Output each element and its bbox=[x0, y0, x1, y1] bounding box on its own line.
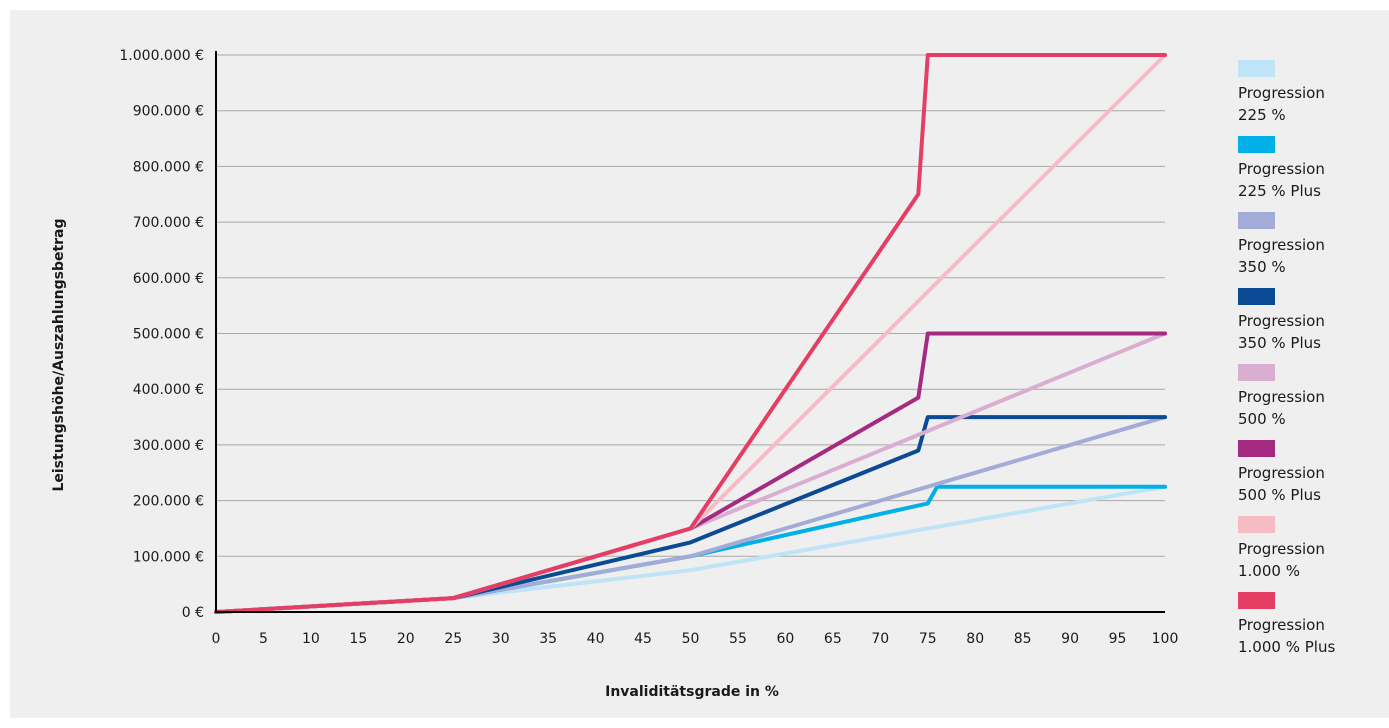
legend-swatch bbox=[1238, 440, 1275, 457]
legend-item: Progression 350 % bbox=[1238, 212, 1388, 288]
series-line bbox=[214, 484, 1167, 614]
series-line bbox=[214, 415, 1167, 614]
series-line bbox=[214, 484, 1167, 614]
x-tick-label: 5 bbox=[259, 631, 268, 647]
legend-label: Progression 1.000 % bbox=[1238, 540, 1325, 580]
y-tick-label: 600.000 € bbox=[133, 271, 204, 287]
legend-label: Progression 500 % bbox=[1238, 388, 1325, 428]
legend: Progression 225 % Progression 225 % Plus P… bbox=[1238, 60, 1388, 668]
series-lines bbox=[214, 53, 1167, 614]
legend-label: Progression 350 % Plus bbox=[1238, 312, 1325, 352]
x-tick-label: 90 bbox=[1061, 631, 1079, 647]
x-tick-label: 80 bbox=[966, 631, 984, 647]
legend-item: Progression 225 % bbox=[1238, 60, 1388, 136]
x-tick-label: 0 bbox=[212, 631, 221, 647]
x-tick-label: 50 bbox=[682, 631, 700, 647]
series-line bbox=[214, 53, 1167, 614]
y-tick-label: 100.000 € bbox=[133, 549, 204, 565]
x-tick-label: 55 bbox=[729, 631, 747, 647]
x-tick-label: 75 bbox=[919, 631, 937, 647]
x-tick-label: 45 bbox=[634, 631, 652, 647]
legend-swatch bbox=[1238, 364, 1275, 381]
y-tick-label: 400.000 € bbox=[133, 382, 204, 398]
y-tick-label: 800.000 € bbox=[133, 159, 204, 175]
series-line bbox=[214, 415, 1167, 614]
y-tick-label: 200.000 € bbox=[133, 494, 204, 510]
x-tick-label: 15 bbox=[349, 631, 367, 647]
legend-swatch bbox=[1238, 516, 1275, 533]
x-tick-label: 25 bbox=[444, 631, 462, 647]
x-tick-label: 70 bbox=[871, 631, 889, 647]
axes bbox=[215, 51, 1165, 613]
x-tick-label: 35 bbox=[539, 631, 557, 647]
x-tick-label: 60 bbox=[776, 631, 794, 647]
y-tick-label: 300.000 € bbox=[133, 438, 204, 454]
legend-item: Progression 1.000 % bbox=[1238, 516, 1388, 592]
y-tick-label: 1.000.000 € bbox=[119, 48, 204, 64]
legend-label: Progression 500 % Plus bbox=[1238, 464, 1325, 504]
y-axis-title: Leistungshöhe/Auszahlungsbetrag bbox=[51, 218, 67, 491]
x-tick-label: 10 bbox=[302, 631, 320, 647]
y-tick-label: 500.000 € bbox=[133, 327, 204, 343]
legend-swatch bbox=[1238, 136, 1275, 153]
x-axis-title: Invaliditätsgrade in % bbox=[605, 684, 779, 700]
x-tick-label: 65 bbox=[824, 631, 842, 647]
legend-item: Progression 1.000 % Plus bbox=[1238, 592, 1388, 668]
grid-lines bbox=[216, 54, 1165, 557]
x-tick-labels: 0 5 10 15 20 25 30 35 40 45 50 55 60 65 70 75 80 85 90 95 10… bbox=[212, 631, 1179, 647]
legend-swatch bbox=[1238, 288, 1275, 305]
legend-item: Progression 500 % Plus bbox=[1238, 440, 1388, 516]
x-tick-label: 20 bbox=[397, 631, 415, 647]
x-tick-label: 95 bbox=[1109, 631, 1127, 647]
y-tick-labels: 0 € 100.000 € 200.000 € 300.000 € 400.000 € 5… bbox=[119, 48, 204, 621]
legend-swatch bbox=[1238, 60, 1275, 77]
legend-item: Progression 225 % Plus bbox=[1238, 136, 1388, 212]
legend-label: Progression 225 % bbox=[1238, 84, 1325, 124]
legend-item: Progression 500 % bbox=[1238, 364, 1388, 440]
legend-label: Progression 1.000 % Plus bbox=[1238, 616, 1336, 656]
x-tick-label: 100 bbox=[1152, 631, 1179, 647]
x-tick-label: 40 bbox=[587, 631, 605, 647]
legend-swatch bbox=[1238, 212, 1275, 229]
x-tick-label: 30 bbox=[492, 631, 510, 647]
legend-label: Progression 350 % bbox=[1238, 236, 1325, 276]
y-tick-label: 0 € bbox=[182, 605, 204, 621]
line-chart: 0 € 100.000 € 200.000 € 300.000 € 400.000 € 5… bbox=[51, 48, 1179, 700]
legend-label: Progression 225 % Plus bbox=[1238, 160, 1325, 200]
x-tick-label: 85 bbox=[1014, 631, 1032, 647]
legend-item: Progression 350 % Plus bbox=[1238, 288, 1388, 364]
y-tick-label: 700.000 € bbox=[133, 215, 204, 231]
chart-panel: 0 € 100.000 € 200.000 € 300.000 € 400.000 € 5… bbox=[10, 10, 1389, 718]
y-tick-label: 900.000 € bbox=[133, 104, 204, 120]
legend-swatch bbox=[1238, 592, 1275, 609]
